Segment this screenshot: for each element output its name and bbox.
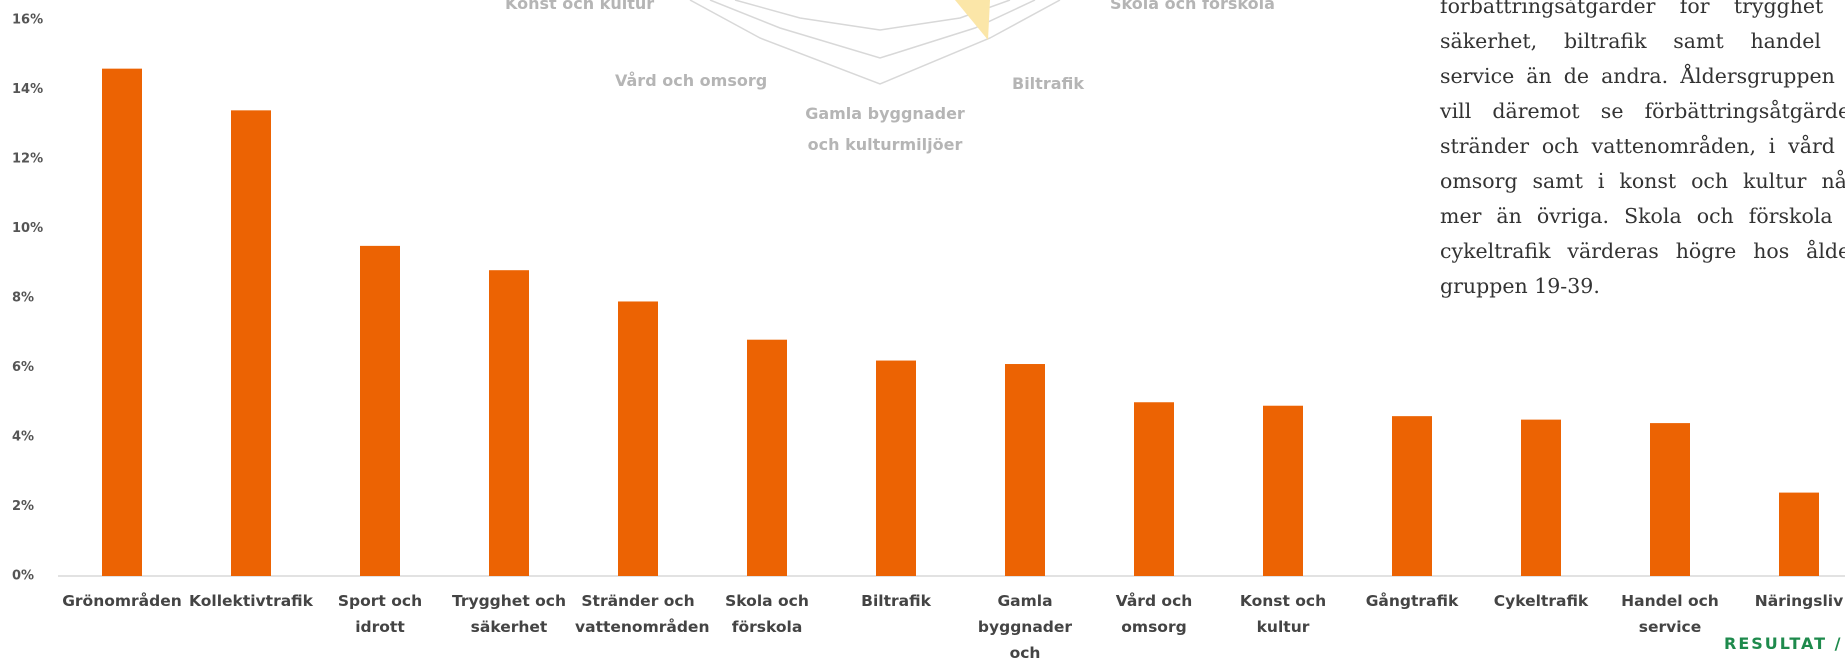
radar-ring [689, 0, 1061, 85]
bar [1521, 419, 1561, 576]
paragraph-line: vill däremot se förbättringsåtgärder [1440, 99, 1845, 123]
y-tick-label: 10% [12, 221, 43, 236]
bar [618, 301, 658, 576]
bar [1005, 364, 1045, 576]
x-tick-label: Trygghet och säkerhet [451, 592, 567, 636]
radar-wedge [955, 0, 990, 40]
y-tick-label: 16% [12, 13, 43, 28]
bar [489, 270, 529, 576]
bar [360, 245, 400, 576]
y-tick-label: 8% [12, 291, 34, 306]
bar [876, 360, 916, 576]
bar [1263, 405, 1303, 576]
bar [1392, 416, 1432, 576]
y-tick-label: 2% [12, 499, 34, 514]
paragraph-line: service än de andra. Åldersgruppen 6 [1440, 64, 1845, 88]
bar [747, 339, 787, 576]
paragraph-line: förbättringsåtgärder för trygghet o [1440, 0, 1845, 18]
radar-label: Vård och omsorg [615, 71, 768, 90]
radar-label: Biltrafik [1012, 74, 1084, 93]
paragraph-line: säkerhet, biltrafik samt handel o [1440, 29, 1845, 53]
x-tick-label: Sport och idrott [337, 592, 423, 636]
bar [1779, 492, 1819, 576]
bar [1650, 423, 1690, 576]
radar-label: Skola och förskola [1110, 0, 1275, 13]
x-tick-label: Konst och kultur [1239, 592, 1327, 636]
bar [1134, 402, 1174, 576]
y-tick-label: 0% [12, 569, 34, 584]
bar [102, 68, 142, 577]
x-tick-label: Handel och service [1621, 592, 1719, 636]
y-tick-label: 14% [12, 82, 43, 97]
x-tick-label: Näringsliv [1754, 592, 1844, 610]
radar-ring [709, 0, 1036, 59]
x-tick-label: Grönområden [62, 592, 182, 610]
x-tick-label: Biltrafik [861, 592, 931, 610]
x-tick-label: Gångtrafik [1365, 592, 1459, 610]
radar-label: Gamla byggnader och kulturmiljöer [805, 104, 965, 154]
paragraph-line: stränder och vattenområden, i vård o [1440, 134, 1845, 158]
x-tick-label: Vård och omsorg [1115, 592, 1193, 636]
paragraph-line: omsorg samt i konst och kultur någ [1440, 169, 1845, 193]
footer: RESULTAT / [1724, 634, 1843, 653]
x-tick-label: Skola och förskola [725, 592, 809, 636]
x-tick-label: Stränder och vattenområden [575, 592, 710, 636]
y-tick-label: 12% [12, 152, 43, 167]
y-tick-label: 6% [12, 360, 34, 375]
bar [231, 110, 271, 576]
radar-label: Konst och kultur [505, 0, 655, 13]
x-tick-label: Kollektivtrafik [189, 592, 313, 610]
x-tick-label: Cykeltrafik [1493, 592, 1589, 610]
y-tick-label: 4% [12, 430, 34, 445]
x-tick-label: Gamla byggnader och kulturmiljöer [977, 592, 1073, 662]
background-radar [689, 0, 1061, 85]
paragraph-line: mer än övriga. Skola och förskola o [1440, 204, 1845, 228]
paragraph-line: gruppen 19-39. [1440, 274, 1600, 298]
paragraph-line: cykeltrafik värderas högre hos ålder [1440, 239, 1845, 263]
